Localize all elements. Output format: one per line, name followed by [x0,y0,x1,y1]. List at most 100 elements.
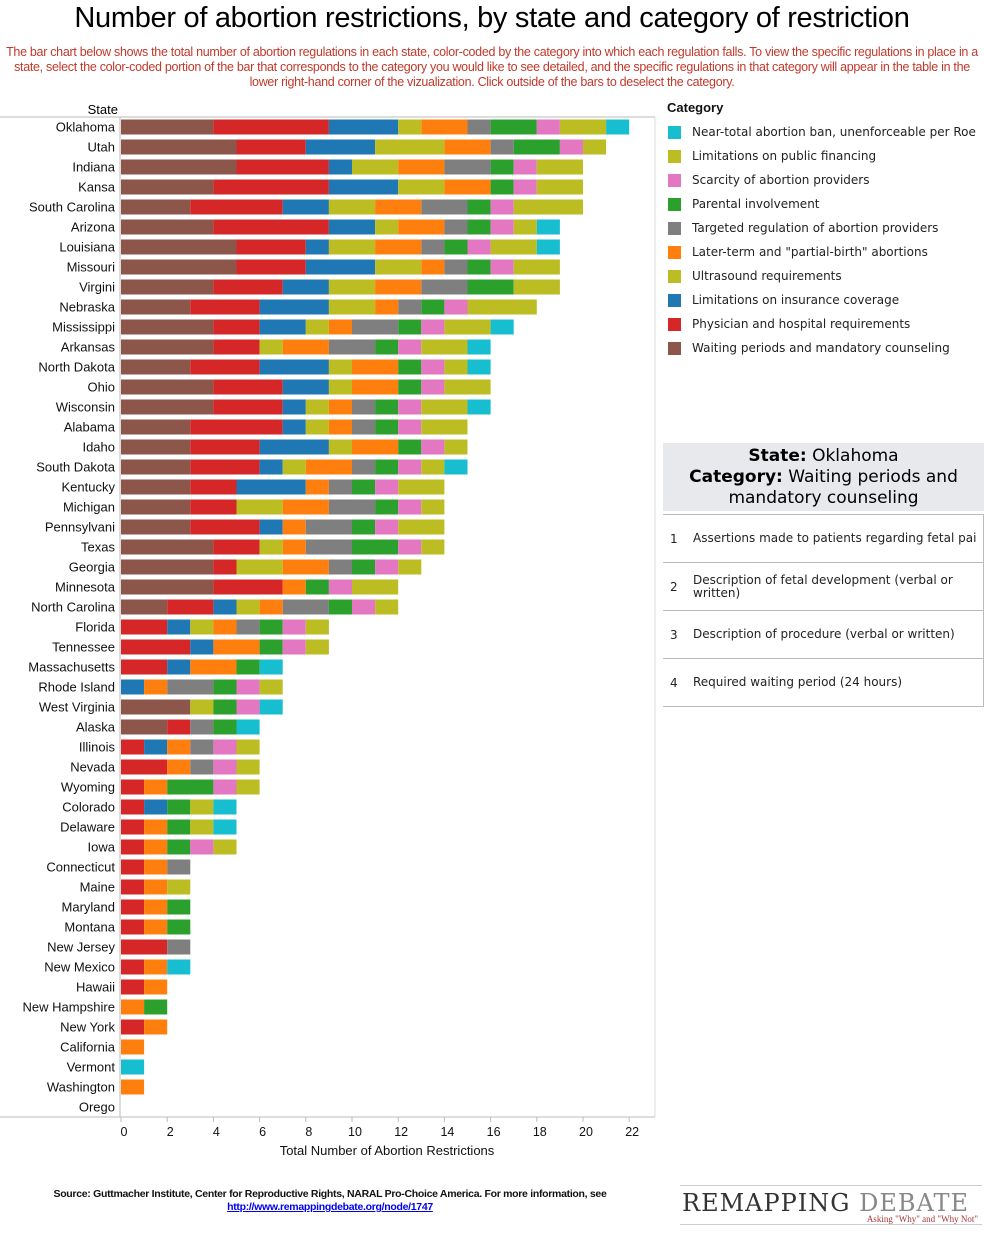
bar-segment[interactable]: Indiana – Parental involvement: 1 [490,159,514,175]
bar-segment[interactable]: Pennsylvani – Later-term and "partial-bi… [282,519,306,535]
bar-segment[interactable]: Massachusetts – Later-term and "partial-… [190,659,237,675]
bar-segment[interactable]: Louisiana – Limitations on public financ… [490,239,537,255]
bar-segment[interactable]: New York – Later-term and "partial-birth… [144,1019,168,1035]
bar-segment[interactable]: New York – Physician and hospital requir… [121,1019,145,1035]
bar-segment[interactable]: Arkansas – Near-total abortion ban, unen… [467,339,491,355]
bar-segment[interactable]: Indiana – Ultrasound requirements: 2 [352,159,399,175]
bar-segment[interactable]: Montana – Parental involvement: 1 [167,919,191,935]
bar-segment[interactable]: Arizona – Scarcity of abortion providers… [490,219,514,235]
bar-segment[interactable]: Nebraska – Waiting periods and mandatory… [121,299,191,315]
bar-segment[interactable]: North Dakota – Parental involvement: 1 [398,359,422,375]
bar-segment[interactable]: West Virginia – Ultrasound requirements:… [190,699,214,715]
bar-segment[interactable]: Pennsylvani – Limitations on insurance c… [259,519,283,535]
bar-segment[interactable]: Arizona – Physician and hospital require… [213,219,329,235]
bar-segment[interactable]: Tennessee – Scarcity of abortion provide… [282,639,306,655]
bar-segment[interactable]: Arkansas – Later-term and "partial-birth… [282,339,329,355]
bar-segment[interactable]: New Hampshire – Parental involvement: 1 [144,999,168,1015]
bar-segment[interactable]: Louisiana – Parental involvement: 1 [444,239,468,255]
bar-segment[interactable]: Missouri – Later-term and "partial-birth… [421,259,445,275]
bar-segment[interactable]: Michigan – Ultrasound requirements: 2 [236,499,283,515]
bar-segment[interactable]: New Jersey – Targeted regulation of abor… [167,939,191,955]
bar-segment[interactable]: Kentucky – Limitations on public financi… [398,479,445,495]
bar-segment[interactable]: Texas – Later-term and "partial-birth" a… [282,539,306,555]
bar-segment[interactable]: Indiana – Scarcity of abortion providers… [513,159,537,175]
bar-segment[interactable]: Mississippi – Waiting periods and mandat… [121,319,214,335]
bar-segment[interactable]: Indiana – Waiting periods and mandatory … [121,159,237,175]
bar-segment[interactable]: Missouri – Waiting periods and mandatory… [121,259,237,275]
bar-segment[interactable]: Wyoming – Limitations on public financin… [236,779,260,795]
bar-segment[interactable]: Missouri – Parental involvement: 1 [467,259,491,275]
bar-segment[interactable]: Kentucky – Physician and hospital requir… [190,479,237,495]
bar-segment[interactable]: Wisconsin – Scarcity of abortion provide… [398,399,422,415]
bar-segment[interactable]: Texas – Scarcity of abortion providers: … [398,539,422,555]
legend-item[interactable]: Parental involvement [668,192,976,216]
bar-segment[interactable]: Massachusetts – Limitations on insurance… [167,659,191,675]
bar-segment[interactable]: South Dakota – Limitations on public fin… [421,459,445,475]
bar-segment[interactable]: Indiana – Targeted regulation of abortio… [444,159,491,175]
bar-segment[interactable]: Utah – Waiting periods and mandatory cou… [121,139,237,155]
bar-segment[interactable]: Mississippi – Near-total abortion ban, u… [490,319,514,335]
bar-segment[interactable]: North Dakota – Waiting periods and manda… [121,359,191,375]
bar-segment[interactable]: Kansa – Later-term and "partial-birth" a… [444,179,491,195]
bar-segment[interactable]: Arizona – Near-total abortion ban, unenf… [536,219,560,235]
bar-segment[interactable]: South Carolina – Waiting periods and man… [121,199,191,215]
bar-segment[interactable]: Ohio – Later-term and "partial-birth" ab… [352,379,399,395]
bar-segment[interactable]: North Carolina – Parental involvement: 1 [328,599,352,615]
bar-segment[interactable]: Delaware – Near-total abortion ban, unen… [213,819,237,835]
bar-segment[interactable]: Wyoming – Scarcity of abortion providers… [213,779,237,795]
bar-segment[interactable]: Idaho – Waiting periods and mandatory co… [121,439,191,455]
bar-segment[interactable]: Utah – Limitations on public financing: … [583,139,607,155]
bar-segment[interactable]: Idaho – Ultrasound requirements: 1 [328,439,352,455]
bar-segment[interactable]: North Dakota – Later-term and "partial-b… [352,359,399,375]
bar-segment[interactable]: Indiana – Limitations on insurance cover… [328,159,352,175]
bar-segment[interactable]: South Carolina – Parental involvement: 1 [467,199,491,215]
bar-segment[interactable]: Virgini – Waiting periods and mandatory … [121,279,214,295]
bar-segment[interactable]: Pennsylvani – Physician and hospital req… [190,519,260,535]
bar-segment[interactable]: Missouri – Scarcity of abortion provider… [490,259,514,275]
bar-segment[interactable]: California – Later-term and "partial-bir… [121,1039,145,1055]
bar-segment[interactable]: Mississippi – Targeted regulation of abo… [352,319,399,335]
bar-segment[interactable]: Nevada – Physician and hospital requirem… [121,759,168,775]
bar-segment[interactable]: Arizona – Limitations on insurance cover… [328,219,376,235]
bar-segment[interactable]: Alabama – Parental involvement: 1 [375,419,399,435]
bar-segment[interactable]: Virgini – Physician and hospital require… [213,279,283,295]
bar-segment[interactable]: Michigan – Later-term and "partial-birth… [282,499,329,515]
bar-segment[interactable]: Oklahoma – Near-total abortion ban, unen… [606,119,630,135]
bar-segment[interactable]: Kentucky – Parental involvement: 1 [352,479,376,495]
bar-segment[interactable]: Idaho – Later-term and "partial-birth" a… [352,439,399,455]
bar-segment[interactable]: Utah – Physician and hospital requiremen… [236,139,306,155]
bar-segment[interactable]: North Dakota – Ultrasound requirements: … [328,359,352,375]
bar-segment[interactable]: Wyoming – Physician and hospital require… [121,779,145,795]
bar-segment[interactable]: Michigan – Limitations on public financi… [421,499,445,515]
bar-segment[interactable]: Indiana – Limitations on public financin… [536,159,583,175]
bar-segment[interactable]: Minnesota – Waiting periods and mandator… [121,579,214,595]
bar-segment[interactable]: Delaware – Parental involvement: 1 [167,819,191,835]
bar-segment[interactable]: Illinois – Scarcity of abortion provider… [213,739,237,755]
bar-segment[interactable]: West Virginia – Scarcity of abortion pro… [236,699,260,715]
bar-segment[interactable]: North Carolina – Scarcity of abortion pr… [352,599,376,615]
bar-segment[interactable]: Pennsylvani – Limitations on public fina… [398,519,445,535]
bar-segment[interactable]: South Dakota – Ultrasound requirements: … [282,459,306,475]
bar-segment[interactable]: Mississippi – Limitations on insurance c… [259,319,306,335]
bar-segment[interactable]: Ohio – Scarcity of abortion providers: 1 [421,379,445,395]
bar-segment[interactable]: Maine – Limitations on public financing:… [167,879,191,895]
bar-segment[interactable]: Virgini – Parental involvement: 2 [467,279,514,295]
bar-segment[interactable]: Arizona – Targeted regulation of abortio… [444,219,468,235]
bar-segment[interactable]: Ohio – Waiting periods and mandatory cou… [121,379,214,395]
bar-segment[interactable]: Massachusetts – Near-total abortion ban,… [259,659,283,675]
bar-segment[interactable]: Colorado – Physician and hospital requir… [121,799,145,815]
bar-segment[interactable]: Alaska – Parental involvement: 1 [213,719,237,735]
bar-segment[interactable]: Florida – Ultrasound requirements: 1 [190,619,214,635]
bar-segment[interactable]: Oklahoma – Limitations on public financi… [559,119,607,135]
bar-segment[interactable]: Idaho – Limitations on public financing:… [444,439,468,455]
bar-segment[interactable]: Idaho – Physician and hospital requireme… [190,439,260,455]
bar-segment[interactable]: Nebraska – Ultrasound requirements: 2 [328,299,376,315]
bar-segment[interactable]: North Carolina – Physician and hospital … [167,599,214,615]
bar-segment[interactable]: Arkansas – Scarcity of abortion provider… [398,339,422,355]
bar-segment[interactable]: New Mexico – Physician and hospital requ… [121,959,145,975]
bar-segment[interactable]: South Carolina – Targeted regulation of … [421,199,468,215]
bar-segment[interactable]: Oklahoma – Waiting periods and mandatory… [121,119,214,135]
bar-segment[interactable]: Connecticut – Later-term and "partial-bi… [144,859,168,875]
bar-segment[interactable]: Louisiana – Later-term and "partial-birt… [375,239,422,255]
bar-segment[interactable]: Iowa – Limitations on public financing: … [213,839,237,855]
